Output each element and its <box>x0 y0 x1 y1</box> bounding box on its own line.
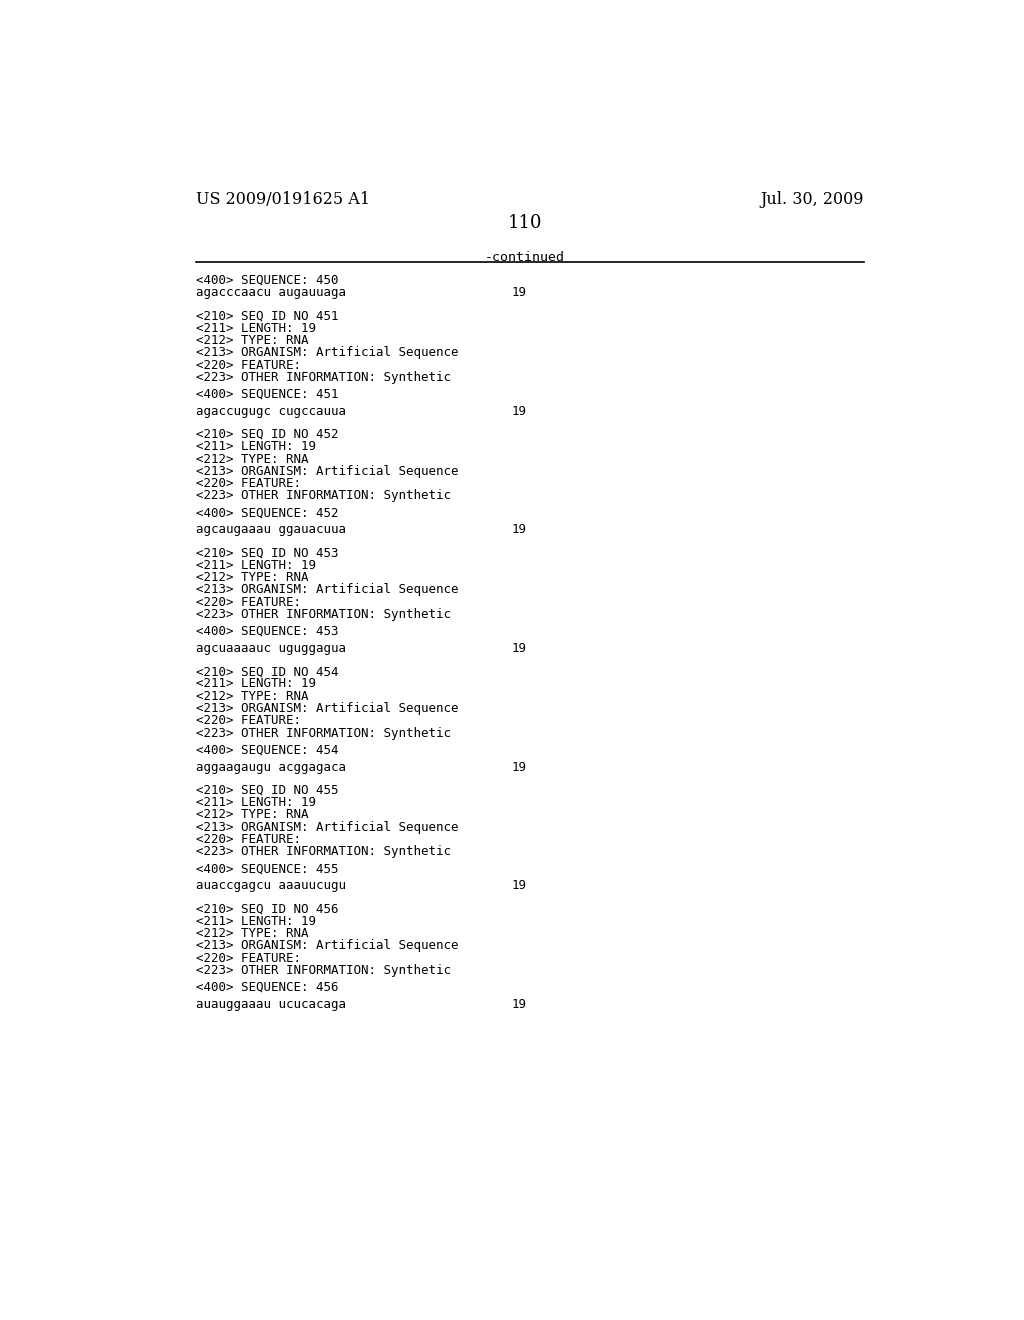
Text: <400> SEQUENCE: 451: <400> SEQUENCE: 451 <box>197 388 339 401</box>
Text: <400> SEQUENCE: 454: <400> SEQUENCE: 454 <box>197 743 339 756</box>
Text: <223> OTHER INFORMATION: Synthetic: <223> OTHER INFORMATION: Synthetic <box>197 609 452 622</box>
Text: <210> SEQ ID NO 451: <210> SEQ ID NO 451 <box>197 309 339 322</box>
Text: <210> SEQ ID NO 454: <210> SEQ ID NO 454 <box>197 665 339 678</box>
Text: <220> FEATURE:: <220> FEATURE: <box>197 359 301 372</box>
Text: <220> FEATURE:: <220> FEATURE: <box>197 714 301 727</box>
Text: <211> LENGTH: 19: <211> LENGTH: 19 <box>197 558 316 572</box>
Text: 19: 19 <box>512 524 526 536</box>
Text: 19: 19 <box>512 405 526 418</box>
Text: aggaagaugu acggagaca: aggaagaugu acggagaca <box>197 760 346 774</box>
Text: 19: 19 <box>512 642 526 655</box>
Text: <223> OTHER INFORMATION: Synthetic: <223> OTHER INFORMATION: Synthetic <box>197 490 452 503</box>
Text: <400> SEQUENCE: 455: <400> SEQUENCE: 455 <box>197 862 339 875</box>
Text: <212> TYPE: RNA: <212> TYPE: RNA <box>197 453 308 466</box>
Text: <223> OTHER INFORMATION: Synthetic: <223> OTHER INFORMATION: Synthetic <box>197 964 452 977</box>
Text: <211> LENGTH: 19: <211> LENGTH: 19 <box>197 677 316 690</box>
Text: <211> LENGTH: 19: <211> LENGTH: 19 <box>197 915 316 928</box>
Text: <213> ORGANISM: Artificial Sequence: <213> ORGANISM: Artificial Sequence <box>197 346 459 359</box>
Text: <223> OTHER INFORMATION: Synthetic: <223> OTHER INFORMATION: Synthetic <box>197 726 452 739</box>
Text: <213> ORGANISM: Artificial Sequence: <213> ORGANISM: Artificial Sequence <box>197 465 459 478</box>
Text: 110: 110 <box>508 214 542 232</box>
Text: <213> ORGANISM: Artificial Sequence: <213> ORGANISM: Artificial Sequence <box>197 583 459 597</box>
Text: <211> LENGTH: 19: <211> LENGTH: 19 <box>197 796 316 809</box>
Text: <210> SEQ ID NO 452: <210> SEQ ID NO 452 <box>197 428 339 441</box>
Text: auaccgagcu aaauucugu: auaccgagcu aaauucugu <box>197 879 346 892</box>
Text: <213> ORGANISM: Artificial Sequence: <213> ORGANISM: Artificial Sequence <box>197 821 459 834</box>
Text: US 2009/0191625 A1: US 2009/0191625 A1 <box>197 191 371 207</box>
Text: agcuaaaauc uguggagua: agcuaaaauc uguggagua <box>197 642 346 655</box>
Text: <220> FEATURE:: <220> FEATURE: <box>197 833 301 846</box>
Text: <400> SEQUENCE: 456: <400> SEQUENCE: 456 <box>197 981 339 994</box>
Text: <212> TYPE: RNA: <212> TYPE: RNA <box>197 572 308 585</box>
Text: -continued: -continued <box>484 251 565 264</box>
Text: <211> LENGTH: 19: <211> LENGTH: 19 <box>197 441 316 453</box>
Text: auauggaaau ucucacaga: auauggaaau ucucacaga <box>197 998 346 1011</box>
Text: 19: 19 <box>512 286 526 300</box>
Text: 19: 19 <box>512 760 526 774</box>
Text: <223> OTHER INFORMATION: Synthetic: <223> OTHER INFORMATION: Synthetic <box>197 371 452 384</box>
Text: 19: 19 <box>512 998 526 1011</box>
Text: <210> SEQ ID NO 456: <210> SEQ ID NO 456 <box>197 903 339 915</box>
Text: agaccugugc cugccauua: agaccugugc cugccauua <box>197 405 346 418</box>
Text: <212> TYPE: RNA: <212> TYPE: RNA <box>197 334 308 347</box>
Text: <400> SEQUENCE: 450: <400> SEQUENCE: 450 <box>197 275 339 286</box>
Text: <400> SEQUENCE: 452: <400> SEQUENCE: 452 <box>197 507 339 520</box>
Text: <220> FEATURE:: <220> FEATURE: <box>197 478 301 490</box>
Text: agcaugaaau ggauacuua: agcaugaaau ggauacuua <box>197 524 346 536</box>
Text: agacccaacu augauuaga: agacccaacu augauuaga <box>197 286 346 300</box>
Text: <210> SEQ ID NO 453: <210> SEQ ID NO 453 <box>197 546 339 560</box>
Text: <212> TYPE: RNA: <212> TYPE: RNA <box>197 808 308 821</box>
Text: <220> FEATURE:: <220> FEATURE: <box>197 595 301 609</box>
Text: <213> ORGANISM: Artificial Sequence: <213> ORGANISM: Artificial Sequence <box>197 702 459 715</box>
Text: <213> ORGANISM: Artificial Sequence: <213> ORGANISM: Artificial Sequence <box>197 940 459 952</box>
Text: <211> LENGTH: 19: <211> LENGTH: 19 <box>197 322 316 335</box>
Text: <220> FEATURE:: <220> FEATURE: <box>197 952 301 965</box>
Text: <223> OTHER INFORMATION: Synthetic: <223> OTHER INFORMATION: Synthetic <box>197 845 452 858</box>
Text: 19: 19 <box>512 879 526 892</box>
Text: <210> SEQ ID NO 455: <210> SEQ ID NO 455 <box>197 784 339 797</box>
Text: Jul. 30, 2009: Jul. 30, 2009 <box>761 191 864 207</box>
Text: <400> SEQUENCE: 453: <400> SEQUENCE: 453 <box>197 626 339 638</box>
Text: <212> TYPE: RNA: <212> TYPE: RNA <box>197 927 308 940</box>
Text: <212> TYPE: RNA: <212> TYPE: RNA <box>197 689 308 702</box>
